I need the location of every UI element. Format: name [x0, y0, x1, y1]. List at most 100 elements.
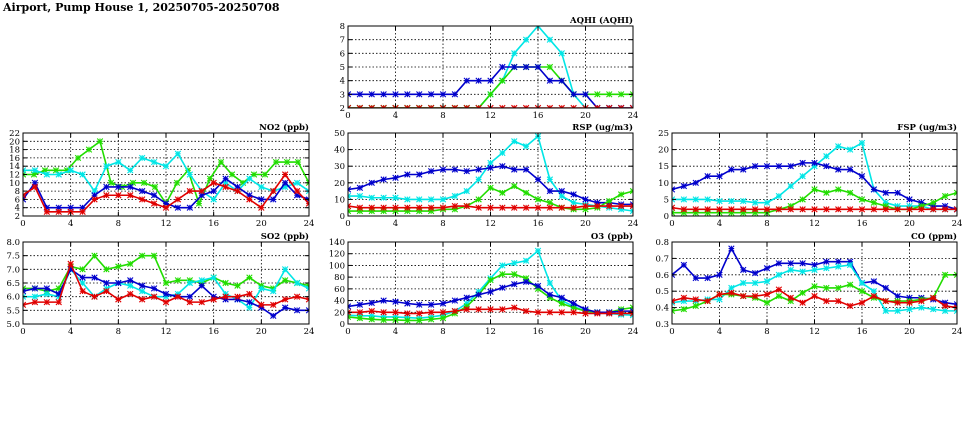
rsp-cyan-point	[475, 176, 482, 183]
x-tick-label: 20	[580, 327, 591, 337]
rsp-cyan-point	[511, 138, 518, 145]
y-tick-label: 7	[340, 36, 345, 46]
aqhi-blue-point	[439, 91, 447, 98]
so2-cyan-point	[138, 288, 146, 295]
no2-cyan-point	[115, 158, 122, 166]
no2-cyan-point	[31, 167, 39, 174]
aqhi-blue-point	[463, 77, 470, 84]
co-blue-point	[716, 271, 723, 278]
o3-green-point	[522, 275, 530, 282]
no2-blue-point	[103, 183, 110, 191]
rsp-cyan-point	[499, 149, 506, 157]
fsp-cyan-point	[716, 197, 723, 205]
aqhi-panel: 0 4 8 12 16 20 24 2 3 4 5 6 7 8 AQHI (AQHI)	[340, 15, 639, 121]
o3-blue-point	[475, 291, 482, 298]
so2-red-point	[55, 298, 62, 306]
o3-blue-point	[416, 301, 423, 308]
co-red-point	[799, 299, 806, 306]
rsp-blue-point	[463, 167, 470, 175]
no2-red-point	[234, 187, 241, 195]
fsp-blue-point	[930, 202, 937, 210]
rsp-cyan-point	[487, 159, 494, 167]
rsp-green-point	[427, 207, 435, 215]
y-tick-label: 80	[334, 273, 345, 283]
no2-red-point	[91, 196, 98, 203]
no2-cyan-point	[293, 179, 301, 186]
y-tick-label: 4	[340, 77, 345, 87]
so2-chart-title: SO2 (ppb)	[261, 231, 309, 242]
no2-green-point	[173, 179, 181, 186]
x-tick-label: 0	[345, 219, 350, 229]
co-blue-point	[811, 261, 818, 269]
so2-cyan-point	[127, 282, 134, 289]
rsp-red-point	[463, 202, 470, 210]
so2-green-point	[138, 252, 146, 259]
fsp-red-point	[894, 206, 901, 213]
aqhi-blue-point	[380, 91, 387, 98]
x-tick-label: 4	[393, 327, 398, 337]
no2-green-point	[140, 179, 148, 186]
co-green-point	[787, 297, 794, 305]
y-tick-label: 40	[334, 297, 345, 307]
y-tick-label: 40	[334, 146, 345, 156]
fsp-red-point	[870, 206, 878, 213]
no2-red-point	[150, 200, 158, 207]
fsp-red-point	[692, 206, 699, 213]
fsp-red-point	[906, 206, 913, 213]
fsp-green-point	[811, 186, 818, 193]
no2-cyan-point	[174, 150, 182, 157]
co-blue-point	[692, 274, 699, 282]
rsp-red-point	[522, 204, 530, 211]
y-tick-label: 12	[9, 171, 20, 181]
so2-red-point	[258, 301, 265, 309]
y-tick-label: 10	[658, 179, 669, 189]
no2-red-point	[67, 208, 74, 216]
no2-cyan-point	[91, 187, 98, 195]
aqhi-blue-point	[404, 91, 411, 98]
o3-blue-point	[463, 294, 470, 301]
co-green-point	[823, 284, 830, 292]
no2-cyan-point	[281, 183, 289, 191]
fsp-red-point	[740, 206, 747, 213]
rsp-blue-point	[546, 187, 554, 195]
o3-red-point	[427, 309, 435, 316]
rsp-panel: 0 4 8 12 16 20 24 0 10 20 30 40 50 RSP (ug/m3)	[334, 122, 638, 229]
so2-blue-point	[281, 304, 289, 311]
co-red-point	[846, 302, 854, 310]
co-red-point	[692, 296, 699, 303]
y-tick-label: 20	[334, 308, 345, 318]
so2-red-point	[174, 293, 182, 300]
o3-red-point	[439, 309, 447, 316]
fsp-cyan-point	[835, 143, 842, 150]
aqhi-blue-point	[368, 91, 375, 98]
co-green-point	[680, 306, 688, 313]
co-cyan-point	[811, 266, 818, 274]
y-tick-label: 4	[15, 204, 20, 214]
aqhi-green-point	[487, 91, 494, 98]
rsp-red-point	[582, 202, 589, 210]
no2-blue-point	[258, 196, 265, 203]
so2-cyan-point	[281, 266, 289, 273]
so2-red-point	[222, 293, 229, 300]
rsp-cyan-point	[570, 199, 577, 206]
x-tick-label: 4	[717, 219, 722, 229]
x-tick-label: 20	[256, 327, 267, 337]
y-tick-label: 20	[334, 179, 345, 189]
fsp-cyan-point	[823, 153, 830, 160]
fsp-series-red	[672, 204, 957, 213]
so2-green-point	[162, 279, 170, 287]
rsp-green-point	[416, 207, 423, 215]
y-tick-label: 6	[15, 195, 20, 205]
o3-red-point	[368, 307, 375, 315]
so2-red-point	[31, 298, 39, 306]
so2-red-point	[138, 296, 146, 303]
o3-red-point	[570, 309, 577, 316]
x-tick-label: 8	[440, 219, 445, 229]
o3-red-point	[475, 306, 482, 313]
o3-cyan-point	[463, 300, 470, 307]
o3-blue-point	[439, 300, 447, 307]
rsp-red-point	[475, 204, 482, 211]
rsp-cyan-point	[617, 206, 625, 213]
co-cyan-point	[918, 304, 925, 311]
co-chart-title: CO (ppm)	[911, 231, 957, 242]
